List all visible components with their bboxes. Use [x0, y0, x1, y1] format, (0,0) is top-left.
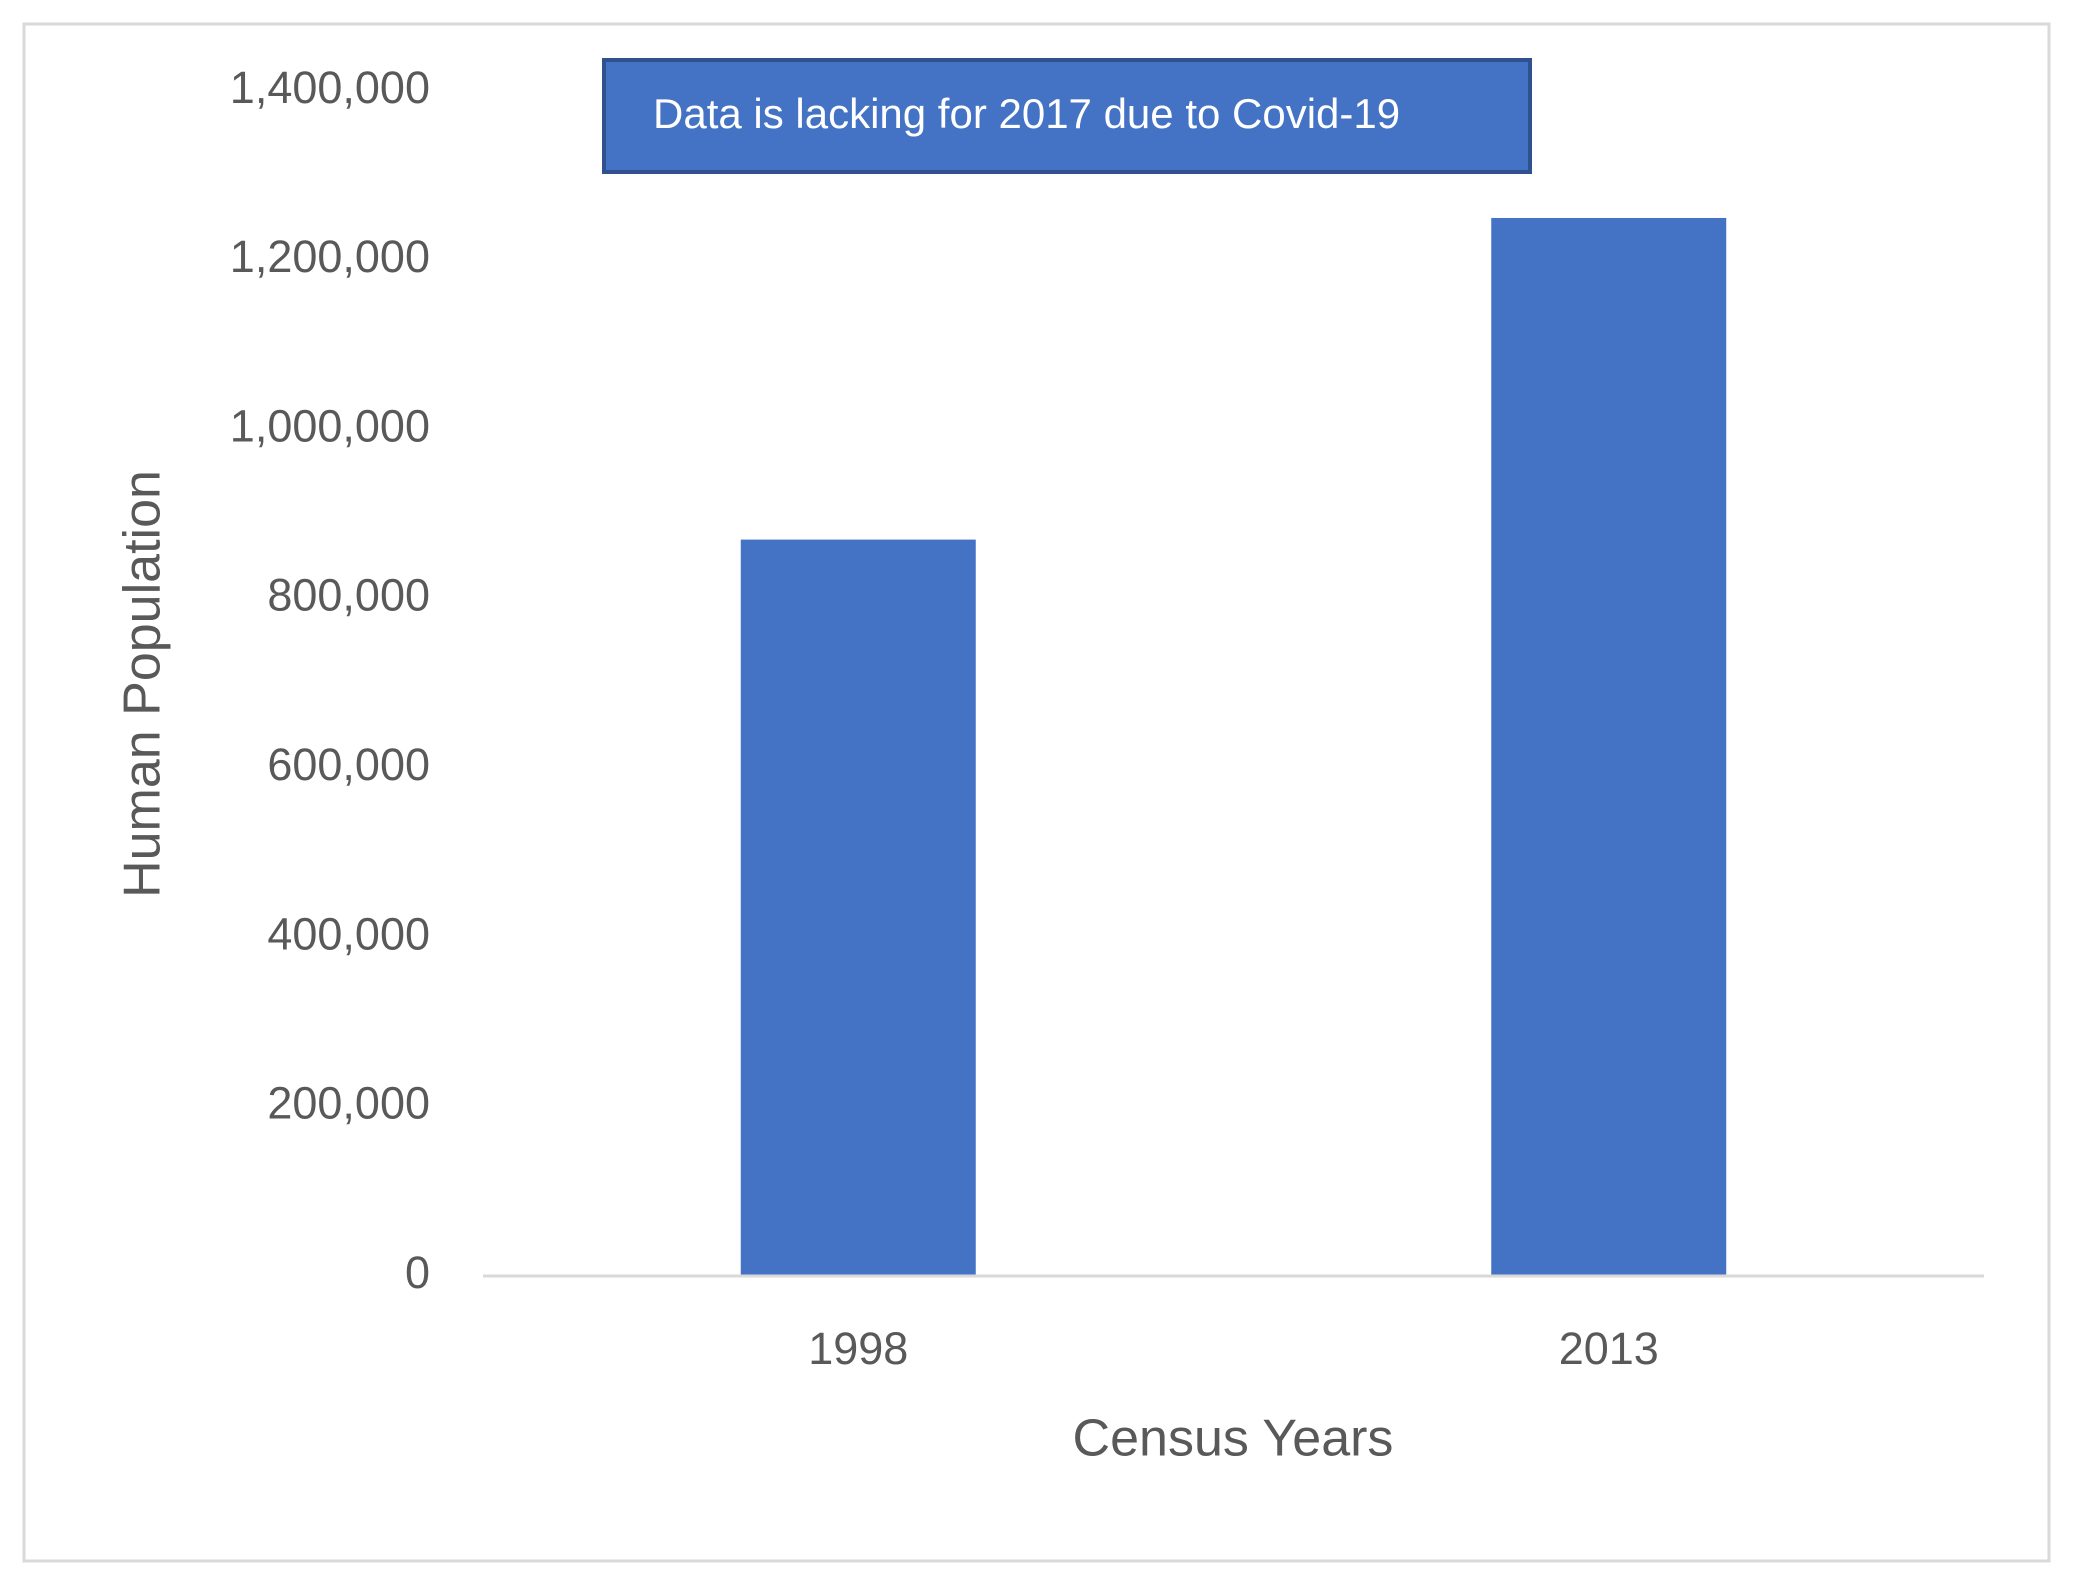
annotation-text: Data is lacking for 2017 due to Covid-19 — [653, 90, 1400, 137]
y-tick-label: 600,000 — [267, 739, 430, 790]
y-tick-label: 1,000,000 — [230, 400, 430, 451]
y-tick-label: 0 — [405, 1247, 430, 1298]
y-tick-label: 200,000 — [267, 1078, 430, 1129]
y-tick-label: 800,000 — [267, 570, 430, 621]
y-tick-label: 1,400,000 — [230, 62, 430, 113]
bar — [1491, 217, 1727, 1277]
bar — [740, 539, 976, 1276]
y-axis-title: Human Population — [114, 470, 172, 898]
x-tick-label: 2013 — [1559, 1323, 1659, 1374]
y-tick-label: 400,000 — [267, 908, 430, 959]
x-tick-label: 1998 — [808, 1323, 908, 1374]
y-tick-label: 1,200,000 — [230, 231, 430, 282]
x-axis-title: Census Years — [1073, 1410, 1394, 1468]
annotation-box — [602, 58, 1532, 174]
